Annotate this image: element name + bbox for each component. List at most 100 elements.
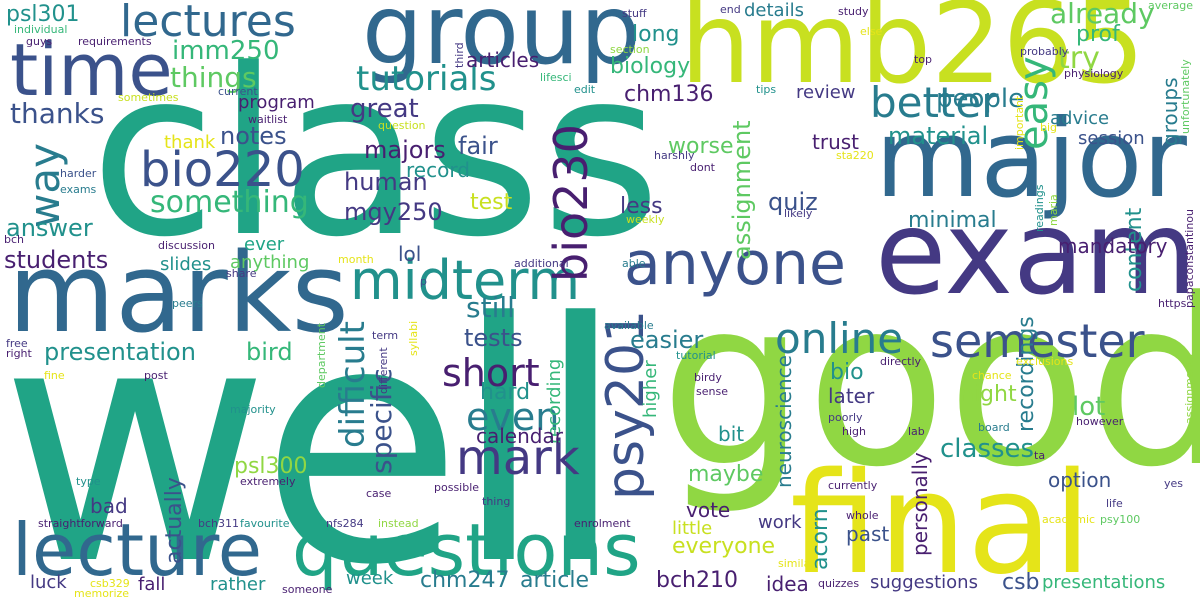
word-tips: tips	[756, 83, 777, 96]
word-someone: someone	[282, 583, 333, 596]
word-straightforward: straightforward	[38, 517, 123, 530]
word-less: less	[620, 194, 663, 219]
word-however: however	[1076, 415, 1124, 428]
word-major: major	[875, 97, 1187, 222]
word-fine: fine	[44, 369, 65, 382]
word-idea: idea	[766, 572, 809, 596]
word-calendar: calendar	[476, 424, 563, 448]
word-thank: thank	[164, 132, 216, 153]
word-month: month	[338, 253, 374, 266]
word-answer: answer	[6, 214, 93, 242]
word-chm136: chm136	[624, 82, 714, 107]
word-great: great	[350, 94, 419, 124]
word-waitlist: waitlist	[248, 113, 288, 126]
word-majors: majors	[364, 136, 446, 164]
word-tutorials: tutorials	[356, 59, 497, 99]
word-currently: currently	[828, 479, 878, 492]
word-section: section	[610, 43, 650, 56]
word-biology: biology	[610, 54, 691, 79]
word-syllabi: syllabi	[407, 320, 420, 356]
word-slides: slides	[160, 254, 212, 275]
word-record: record	[406, 158, 470, 182]
word-exams: exams	[60, 183, 97, 196]
word-individual: individual	[14, 23, 68, 36]
word-better: better	[870, 78, 999, 127]
word-sta220: sta220	[836, 149, 874, 162]
word-nfs284: nfs284	[326, 517, 364, 530]
word-bch: bch	[4, 233, 25, 246]
word-rather: rather	[210, 574, 266, 595]
word-short: short	[442, 351, 540, 395]
word-case: case	[366, 487, 392, 500]
word-academic: academic	[1042, 513, 1096, 526]
word-bch311: bch311	[198, 517, 239, 530]
word-marks: marks	[8, 229, 349, 357]
word-lab: lab	[908, 425, 925, 438]
word-important: important	[1013, 95, 1026, 150]
word-recordings: recordings	[1014, 316, 1039, 432]
word-later: later	[828, 384, 875, 408]
word-final: final	[790, 443, 1092, 600]
word-prof: prof	[1076, 22, 1120, 47]
word-higher: higher	[640, 360, 661, 418]
word-things: things	[170, 61, 257, 94]
word-students: students	[4, 246, 109, 274]
word-third: third	[453, 42, 466, 68]
word-vote: vote	[686, 498, 731, 522]
word-easier: easier	[630, 326, 704, 354]
word-hard: hard	[480, 380, 531, 405]
word-peers: peers	[172, 297, 203, 310]
word-similar: similar	[778, 557, 815, 570]
word-weekly: weekly	[626, 213, 665, 226]
word-suggestions: suggestions	[870, 572, 978, 593]
word-assignment: assignment	[728, 120, 756, 260]
word-psl300: psl300	[234, 454, 308, 479]
word-lol: lol	[398, 242, 422, 266]
word-post: post	[144, 369, 168, 382]
word-probably: probably	[1020, 45, 1069, 58]
word-bch210: bch210	[656, 568, 738, 593]
word-tutorial: tutorial	[676, 349, 716, 362]
word-papaconstantinou: papaconstantinou	[1183, 209, 1196, 308]
word-personally: personally	[908, 452, 932, 556]
word-ever: ever	[244, 234, 285, 255]
word-maria: maria	[1047, 194, 1060, 226]
word-human: human	[344, 168, 428, 196]
word-notes: notes	[220, 122, 287, 150]
word-physiology: physiology	[1064, 67, 1124, 80]
word-psl301: psl301	[6, 2, 80, 27]
word-lecture: lecture	[12, 508, 263, 592]
word-already: already	[1050, 0, 1155, 30]
word-possible: possible	[434, 481, 480, 494]
word-life: life	[1106, 497, 1123, 510]
word-csb: csb	[1002, 570, 1040, 595]
word-thing: thing	[482, 495, 511, 508]
word-bio220: bio220	[140, 142, 305, 198]
word-board: board	[978, 421, 1010, 434]
word-p: p	[420, 275, 427, 288]
word-stuff: stuff	[622, 7, 647, 20]
word-good: good	[660, 251, 1200, 518]
word-discussion: discussion	[158, 239, 216, 252]
word-mgy250: mgy250	[344, 198, 443, 226]
word-directly: directly	[880, 355, 922, 368]
word-study: study	[838, 5, 869, 18]
word-week: week	[346, 568, 394, 589]
word-likely: likely	[784, 207, 813, 220]
word-big: big	[1040, 121, 1058, 134]
word-anything: anything	[230, 252, 310, 273]
word-bird: bird	[246, 338, 293, 366]
word-poorly: poorly	[828, 411, 863, 424]
word-else: else	[860, 25, 883, 38]
word-instead: instead	[378, 517, 419, 530]
word-tests: tests	[464, 324, 523, 352]
word-current: current	[218, 85, 258, 98]
word-exam: exam	[875, 186, 1198, 321]
word-share: share	[226, 267, 257, 280]
word-midterm: midterm	[350, 249, 581, 312]
word-free: free	[6, 337, 28, 350]
word-imm250: imm250	[172, 36, 280, 66]
word-even: even	[466, 395, 560, 439]
word-test: test	[470, 190, 513, 215]
word-end: end	[720, 3, 741, 16]
